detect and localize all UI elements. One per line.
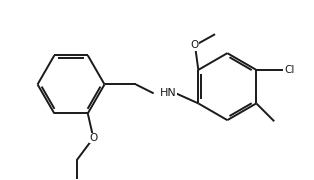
Text: Cl: Cl	[284, 65, 295, 75]
Text: O: O	[191, 40, 199, 50]
Text: HN: HN	[160, 88, 177, 98]
Text: O: O	[89, 133, 97, 143]
